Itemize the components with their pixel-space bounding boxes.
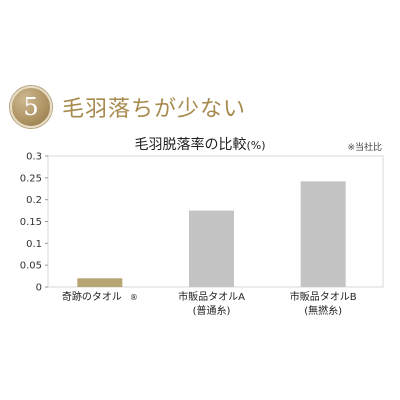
section-number-badge: 5 [10, 86, 52, 128]
y-tick-label: 0.25 [20, 173, 42, 184]
y-tick-label: 0.3 [26, 152, 42, 163]
x-tick-label: 市販品タオルA (普通糸) [157, 291, 267, 319]
section-headline: 毛羽落ちが少ない [62, 97, 247, 122]
section-header: 5 毛羽落ちが少ない [10, 86, 246, 128]
x-tick-label-line1: 市販品タオルA [178, 292, 245, 303]
chart-title: 毛羽脱落率の比較(%) [0, 134, 400, 154]
x-tick-label-line2: (普通糸) [192, 306, 231, 317]
bar [300, 181, 346, 287]
chart-title-text: 毛羽脱落率の比較 [134, 137, 247, 153]
x-tick-label: 奇跡のタオル ® [45, 291, 155, 305]
bar [189, 210, 234, 287]
x-tick-label: 市販品タオルB (無撚糸) [268, 291, 378, 319]
x-tick-label-line2: (無撚糸) [304, 306, 343, 317]
bar [77, 278, 123, 287]
chart-title-unit: (%) [246, 139, 266, 152]
x-tick-label-line1: 奇跡のタオル [61, 292, 122, 303]
source-note: ※当社比 [347, 143, 382, 153]
registered-mark: ® [129, 293, 138, 302]
y-tick-label: 0.15 [20, 217, 42, 228]
y-tick-label: 0 [36, 283, 42, 294]
y-tick-label: 0.2 [26, 195, 42, 206]
y-tick-label: 0.1 [26, 239, 42, 250]
x-tick-label-line1: 市販品タオルB [289, 292, 357, 303]
y-tick-label: 0.05 [20, 261, 42, 272]
